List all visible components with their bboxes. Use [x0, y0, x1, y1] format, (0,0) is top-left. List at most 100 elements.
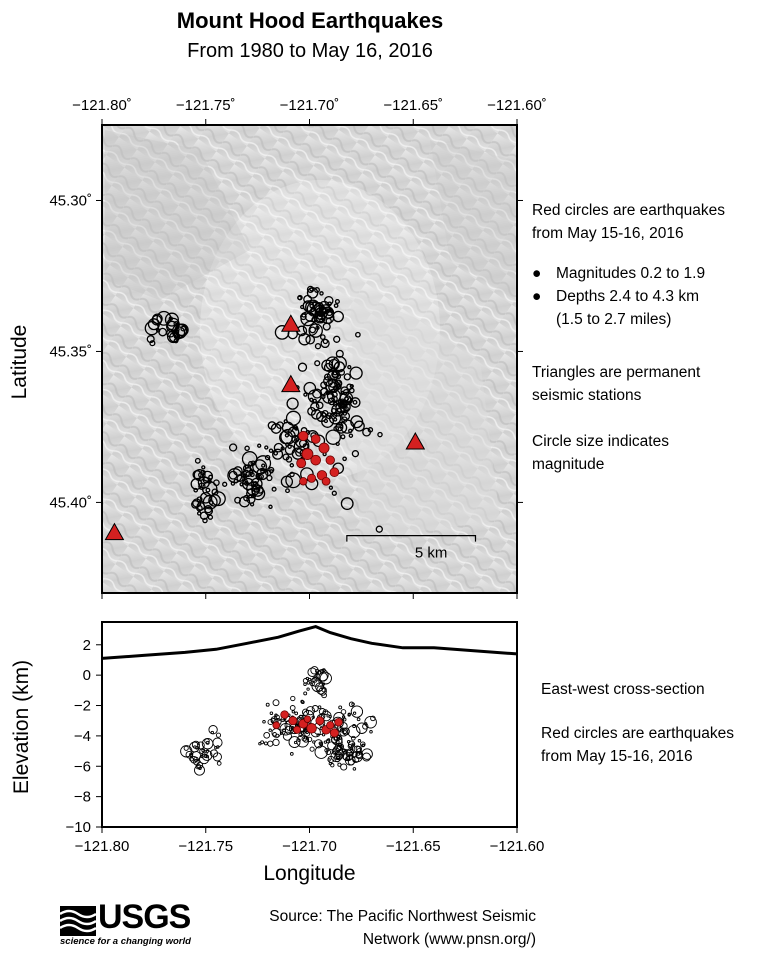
- earthquake-marker: [216, 745, 220, 749]
- seismic-station-triangle: [405, 432, 426, 450]
- earthquake-marker: [317, 705, 322, 709]
- earthquake-marker: [285, 488, 290, 494]
- recent-earthquake-marker: [299, 477, 308, 486]
- earthquake-marker: [283, 419, 288, 424]
- earthquake-marker: [335, 441, 340, 447]
- earthquake-marker: [270, 423, 282, 434]
- earthquake-marker: [180, 745, 193, 758]
- earthquake-marker: [269, 711, 274, 715]
- earthquake-marker: [335, 740, 340, 744]
- earthquake-marker: [325, 429, 341, 445]
- earthquake-marker: [364, 715, 377, 729]
- earthquake-marker: [287, 426, 300, 438]
- earthquake-marker: [273, 442, 284, 453]
- earthquake-marker: [347, 713, 351, 717]
- bullet-text: Magnitudes 0.2 to 1.9: [556, 265, 706, 282]
- earthquake-marker: [272, 732, 277, 737]
- earthquake-marker: [289, 752, 294, 756]
- map-recent-earthquakes: [296, 430, 340, 486]
- section-lon-tick-label: −121.60: [490, 838, 545, 855]
- earthquake-marker: [335, 349, 344, 358]
- map-lat-ticks: 45.40˚ 45.35˚ 45.30˚: [49, 192, 523, 511]
- earthquake-marker: [205, 740, 210, 745]
- earthquake-marker: [333, 361, 346, 373]
- earthquake-marker: [267, 719, 274, 726]
- earthquake-marker: [242, 477, 255, 491]
- earthquake-marker: [336, 407, 342, 413]
- earthquake-marker: [303, 691, 308, 696]
- earthquake-marker: [216, 761, 222, 766]
- earthquake-marker: [309, 681, 315, 687]
- scale-bar: 5 km: [346, 535, 477, 562]
- map-top-ticks: −121.80˚ −121.75˚ −121.70˚ −121.65˚ −121.60˚: [72, 97, 547, 599]
- earthquake-marker: [208, 725, 218, 735]
- earthquake-marker: [320, 304, 331, 315]
- earthquake-marker: [205, 754, 209, 759]
- section-xlabel: Longitude: [263, 862, 356, 885]
- earthquake-marker: [204, 751, 208, 755]
- earthquake-marker: [348, 428, 353, 434]
- earthquake-marker: [353, 420, 365, 432]
- earthquake-marker: [314, 745, 328, 759]
- earthquake-marker: [323, 373, 332, 381]
- earthquake-marker: [209, 749, 219, 758]
- earthquake-marker: [361, 743, 366, 747]
- map-top-tick-label: −121.70˚: [280, 97, 340, 114]
- earthquake-marker: [322, 338, 329, 345]
- earthquake-marker: [265, 702, 270, 707]
- section-recent-earthquakes: [272, 710, 343, 738]
- earthquake-marker: [300, 304, 305, 310]
- earthquake-marker: [340, 763, 348, 771]
- map-lat-tick-label: 45.40˚: [49, 494, 92, 511]
- earthquake-marker: [347, 724, 361, 739]
- earthquake-marker: [335, 423, 344, 432]
- earthquake-marker: [323, 362, 333, 372]
- earthquake-marker: [310, 307, 315, 313]
- earthquake-marker: [308, 323, 323, 338]
- earthquake-marker: [269, 469, 274, 474]
- earthquake-marker: [198, 753, 210, 765]
- earthquake-marker: [321, 710, 332, 722]
- earthquake-marker: [202, 517, 208, 524]
- earthquake-marker: [241, 451, 258, 467]
- recent-earthquake-marker: [307, 473, 317, 483]
- earthquake-marker: [352, 711, 357, 715]
- earthquake-marker: [242, 464, 252, 473]
- map-note-bullets: ● Magnitudes 0.2 to 1.9 ● Depths 2.4 to 4.…: [532, 262, 705, 331]
- bullet-item: ● Depths 2.4 to 4.3 km: [532, 288, 700, 305]
- map-ylabel: Latitude: [8, 324, 31, 400]
- earthquake-marker: [205, 487, 211, 493]
- earthquake-marker: [307, 406, 317, 416]
- earthquake-marker: [202, 494, 218, 510]
- earthquake-marker: [377, 431, 383, 438]
- earthquake-marker: [319, 291, 324, 296]
- earthquake-marker: [320, 685, 325, 690]
- earthquake-marker: [318, 687, 327, 696]
- earthquake-marker: [284, 444, 296, 455]
- earthquake-marker: [318, 741, 323, 746]
- earthquake-marker: [327, 301, 332, 307]
- earthquake-marker: [309, 746, 315, 752]
- note-line: from May 15-16, 2016: [541, 748, 693, 765]
- earthquake-marker: [264, 445, 269, 450]
- earthquake-marker: [194, 457, 201, 464]
- earthquake-marker: [243, 494, 250, 502]
- earthquake-marker: [303, 381, 317, 395]
- earthquake-marker: [351, 742, 355, 746]
- earthquake-marker: [312, 301, 318, 307]
- earthquake-marker: [263, 731, 271, 739]
- recent-earthquake-marker: [301, 448, 314, 461]
- recent-earthquake-marker: [306, 723, 317, 734]
- earthquake-marker: [260, 740, 265, 745]
- earthquake-marker: [193, 758, 200, 766]
- earthquake-marker: [204, 738, 210, 744]
- earthquake-marker: [327, 758, 331, 762]
- earthquake-marker: [318, 708, 326, 716]
- earthquake-marker: [350, 735, 356, 741]
- earthquake-marker: [233, 478, 239, 484]
- earthquake-marker: [340, 497, 354, 511]
- earthquake-marker: [166, 320, 178, 333]
- map-earthquakes: [144, 285, 383, 533]
- earthquake-marker: [307, 667, 317, 677]
- earthquake-marker: [191, 500, 200, 509]
